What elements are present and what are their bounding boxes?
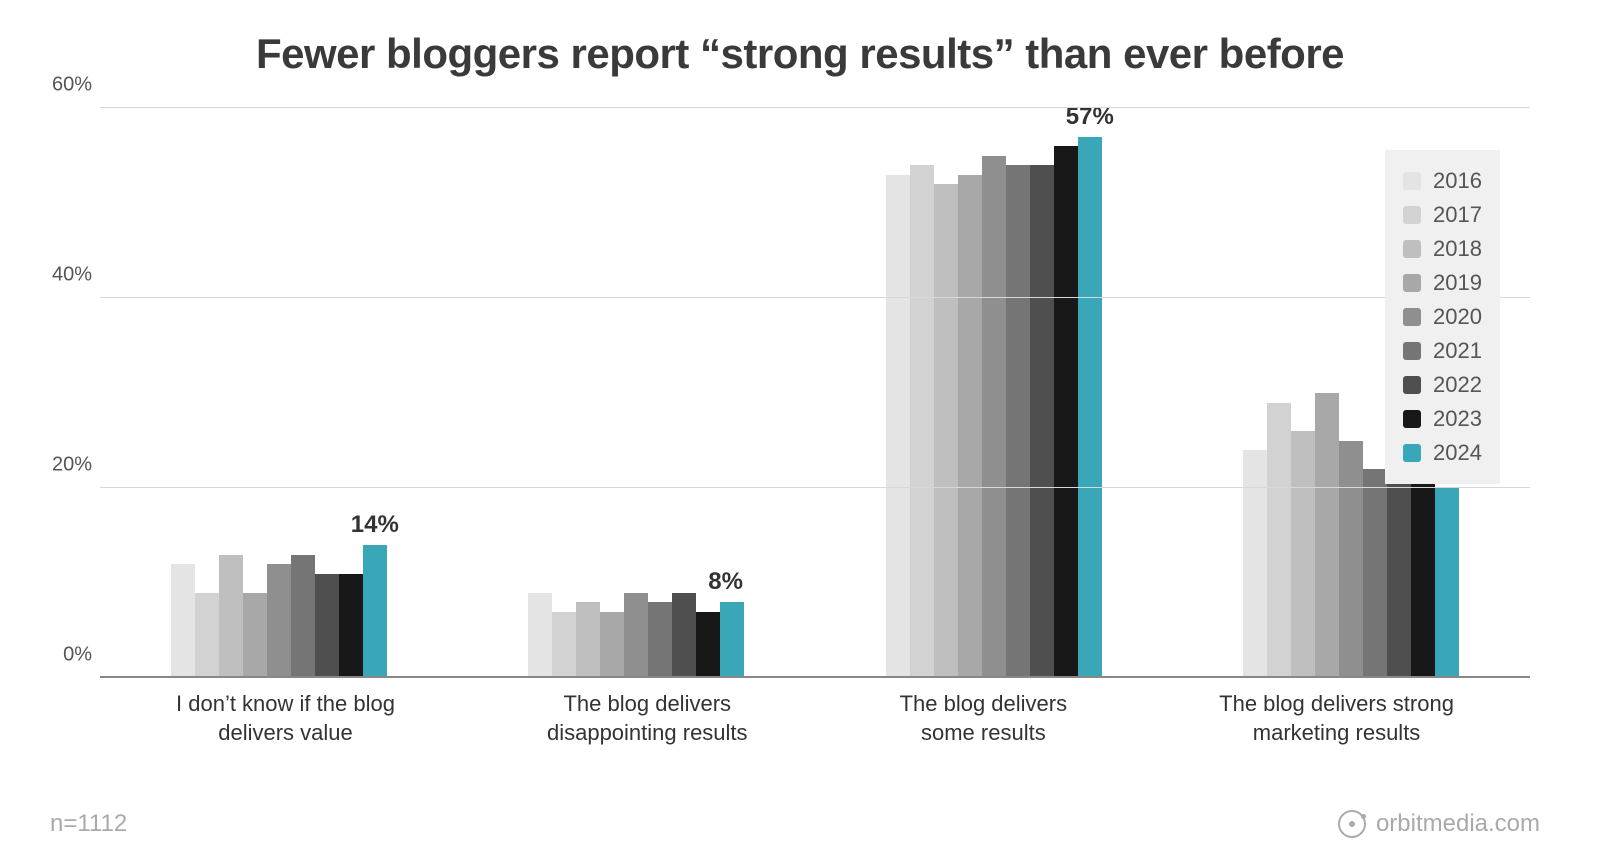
bar [195, 593, 219, 679]
x-axis-label: The blog deliverssome results [900, 690, 1068, 747]
bar [1291, 431, 1315, 678]
x-axis-labels: I don’t know if the blogdelivers value Th… [100, 690, 1530, 747]
bar [910, 165, 934, 678]
bar [1339, 441, 1363, 679]
bar [267, 564, 291, 678]
bar [1315, 393, 1339, 678]
bar [648, 602, 672, 678]
bar [528, 593, 552, 679]
gridline [100, 487, 1530, 488]
bar [1030, 165, 1054, 678]
legend-item: 2016 [1403, 164, 1482, 198]
legend-item: 2021 [1403, 334, 1482, 368]
bar [243, 593, 267, 679]
legend-item: 2024 [1403, 436, 1482, 470]
legend-swatch [1403, 172, 1421, 190]
y-tick: 60% [52, 74, 92, 97]
legend-item: 2023 [1403, 402, 1482, 436]
x-axis-label: I don’t know if the blogdelivers value [176, 690, 395, 747]
y-tick: 0% [63, 644, 92, 667]
bar [363, 545, 387, 678]
legend-label: 2020 [1433, 304, 1482, 330]
bar-groups: 14%8%57%20% [100, 108, 1530, 678]
bar [720, 602, 744, 678]
legend-label: 2022 [1433, 372, 1482, 398]
bar [315, 574, 339, 679]
bar [1006, 165, 1030, 678]
x-axis-label: The blog delivers strongmarketing result… [1219, 690, 1454, 747]
legend-item: 2020 [1403, 300, 1482, 334]
bar [552, 612, 576, 679]
bar [886, 175, 910, 679]
bar [958, 175, 982, 679]
bar [696, 612, 720, 679]
chart-title: Fewer bloggers report “strong results” t… [50, 30, 1550, 78]
brand-label: orbitmedia.com [1376, 810, 1540, 838]
bar [1435, 488, 1459, 678]
legend-item: 2018 [1403, 232, 1482, 266]
bar-group: 8% [528, 593, 744, 679]
legend-swatch [1403, 410, 1421, 428]
legend-label: 2018 [1433, 236, 1482, 262]
legend-swatch [1403, 274, 1421, 292]
legend-label: 2024 [1433, 440, 1482, 466]
legend-swatch [1403, 376, 1421, 394]
bar [171, 564, 195, 678]
axis-baseline [100, 676, 1530, 678]
legend-swatch [1403, 444, 1421, 462]
chart-footer: n=1112 orbitmedia.com [50, 810, 1540, 838]
x-axis-label: The blog deliversdisappointing results [547, 690, 748, 747]
legend-item: 2019 [1403, 266, 1482, 300]
bar [1078, 137, 1102, 679]
y-tick: 20% [52, 454, 92, 477]
legend-label: 2021 [1433, 338, 1482, 364]
gridline [100, 297, 1530, 298]
bar [219, 555, 243, 679]
bar [1243, 450, 1267, 678]
y-axis: 0%20%40%60% [50, 108, 100, 678]
legend-item: 2022 [1403, 368, 1482, 402]
bar [1054, 146, 1078, 678]
legend-label: 2023 [1433, 406, 1482, 432]
brand: orbitmedia.com [1338, 810, 1540, 838]
bar [1267, 403, 1291, 679]
bar [624, 593, 648, 679]
bar-group: 14% [171, 545, 387, 678]
legend-swatch [1403, 206, 1421, 224]
gridline [100, 107, 1530, 108]
plot-area: 0%20%40%60% 14%8%57%20% [100, 108, 1530, 678]
bar [982, 156, 1006, 679]
bar [934, 184, 958, 678]
bar [291, 555, 315, 679]
bar [576, 602, 600, 678]
bar [339, 574, 363, 679]
bar [672, 593, 696, 679]
legend-label: 2016 [1433, 168, 1482, 194]
legend: 2016 2017 2018 2019 2020 2021 2022 2023 2024 [1385, 150, 1500, 484]
orbit-icon [1338, 810, 1366, 838]
value-label: 14% [351, 511, 399, 539]
y-tick: 40% [52, 264, 92, 287]
bar [1363, 469, 1387, 678]
legend-swatch [1403, 308, 1421, 326]
legend-swatch [1403, 342, 1421, 360]
bar [600, 612, 624, 679]
legend-swatch [1403, 240, 1421, 258]
legend-label: 2017 [1433, 202, 1482, 228]
bar-group: 57% [886, 137, 1102, 679]
sample-size: n=1112 [50, 810, 127, 838]
chart-container: Fewer bloggers report “strong results” t… [50, 30, 1550, 830]
legend-item: 2017 [1403, 198, 1482, 232]
legend-label: 2019 [1433, 270, 1482, 296]
value-label: 8% [708, 568, 743, 596]
